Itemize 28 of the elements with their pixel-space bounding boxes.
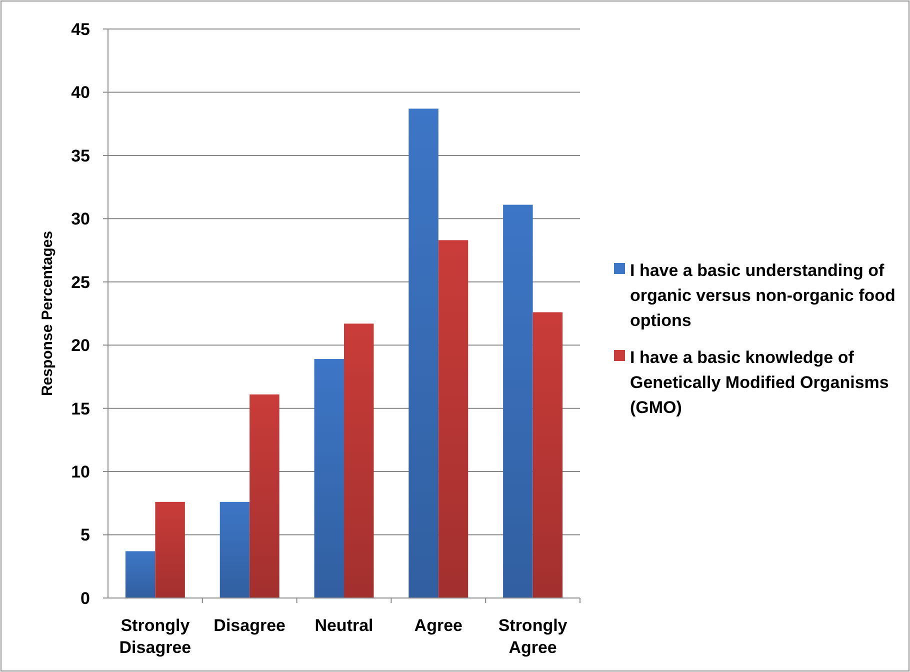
x-tick-label: Disagree bbox=[214, 616, 286, 635]
bar bbox=[314, 359, 344, 598]
y-tick-label: 35 bbox=[71, 146, 90, 166]
bar bbox=[344, 324, 374, 598]
bar bbox=[220, 502, 250, 598]
y-tick-label: 40 bbox=[71, 83, 90, 102]
bar bbox=[532, 312, 563, 598]
legend-label: I have a basic understanding of organic versus non-organic food options bbox=[630, 260, 896, 330]
bar bbox=[125, 551, 156, 598]
bar bbox=[503, 204, 533, 598]
x-tick-label: Neutral bbox=[314, 616, 374, 635]
y-tick-label: 10 bbox=[71, 462, 90, 482]
x-tick-label: Agree bbox=[414, 616, 462, 635]
legend-label: I have a basic knowledge of Genetically Modified Organisms (GMO) bbox=[630, 348, 889, 417]
bar bbox=[155, 502, 185, 598]
y-tick-label: 5 bbox=[80, 526, 90, 545]
x-tick-label: Strongly Agree bbox=[498, 616, 568, 657]
y-tick-label: 30 bbox=[71, 210, 90, 229]
bar bbox=[438, 240, 468, 598]
x-tick-label: Strongly Disagree bbox=[119, 616, 192, 657]
bar bbox=[250, 394, 280, 598]
y-tick-label: 25 bbox=[71, 272, 90, 292]
y-tick-label: 15 bbox=[71, 399, 90, 418]
y-tick-label: 20 bbox=[71, 336, 90, 356]
y-tick-label: 45 bbox=[71, 20, 90, 39]
bar bbox=[408, 108, 438, 598]
y-tick-label: 0 bbox=[80, 588, 90, 608]
y-axis-title: Response Percentages bbox=[39, 230, 56, 396]
